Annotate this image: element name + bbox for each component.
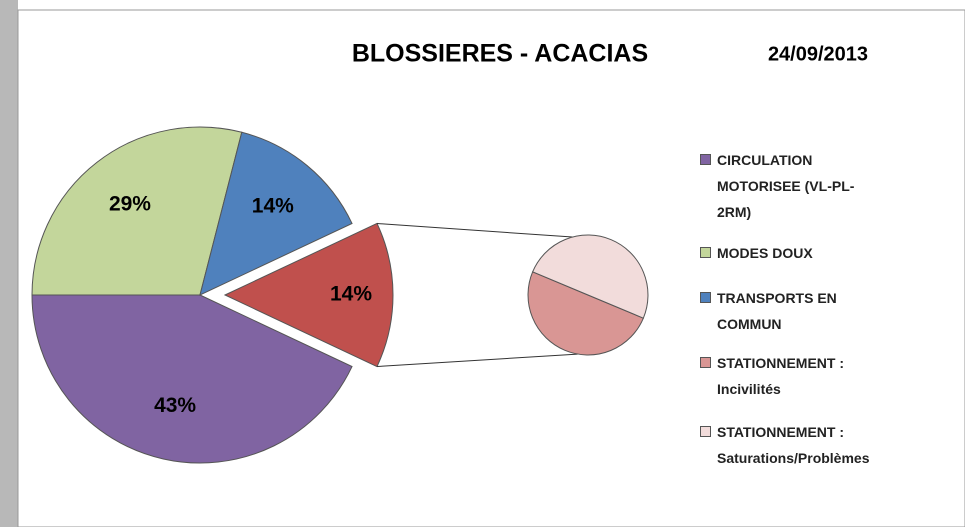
legend-swatch [700, 292, 711, 303]
pie-slice [199, 131, 353, 296]
legend-item: CIRCULATION MOTORISEE (VL-PL-2RM) [700, 147, 885, 225]
chart-title: BLOSSIERES - ACACIAS [352, 40, 648, 68]
legend-swatch [700, 426, 711, 437]
legend-label: CIRCULATION MOTORISEE (VL-PL-2RM) [717, 152, 855, 220]
connector-line [376, 353, 578, 368]
legend-item: STATIONNEMENT : Incivilités [700, 350, 885, 402]
legend-label: STATIONNEMENT : Saturations/Problèmes [717, 424, 870, 466]
slice-label: 43% [154, 394, 196, 417]
secondary-slice [531, 234, 649, 319]
pie-slice [223, 222, 394, 368]
legend-label: STATIONNEMENT : Incivilités [717, 355, 845, 397]
legend-swatch [700, 154, 711, 165]
slice-label: 29% [109, 192, 151, 215]
legend-label: TRANSPORTS EN COMMUN [717, 290, 837, 332]
chart-subtitle: 24/09/2013 [768, 43, 868, 65]
secondary-slice [527, 271, 645, 356]
legend-item: TRANSPORTS EN COMMUN [700, 285, 850, 337]
legend-swatch [700, 247, 711, 258]
legend-item: STATIONNEMENT : Saturations/Problèmes [700, 419, 885, 471]
legend-swatch [700, 357, 711, 368]
slice-label: 14% [252, 195, 294, 218]
legend-item: MODES DOUX [700, 240, 885, 266]
pie-slice [31, 294, 353, 464]
pie-slice [31, 126, 243, 296]
connector-line [376, 222, 573, 238]
background-strip [0, 0, 18, 527]
legend-label: MODES DOUX [717, 245, 813, 261]
slice-label: 14% [330, 283, 372, 306]
